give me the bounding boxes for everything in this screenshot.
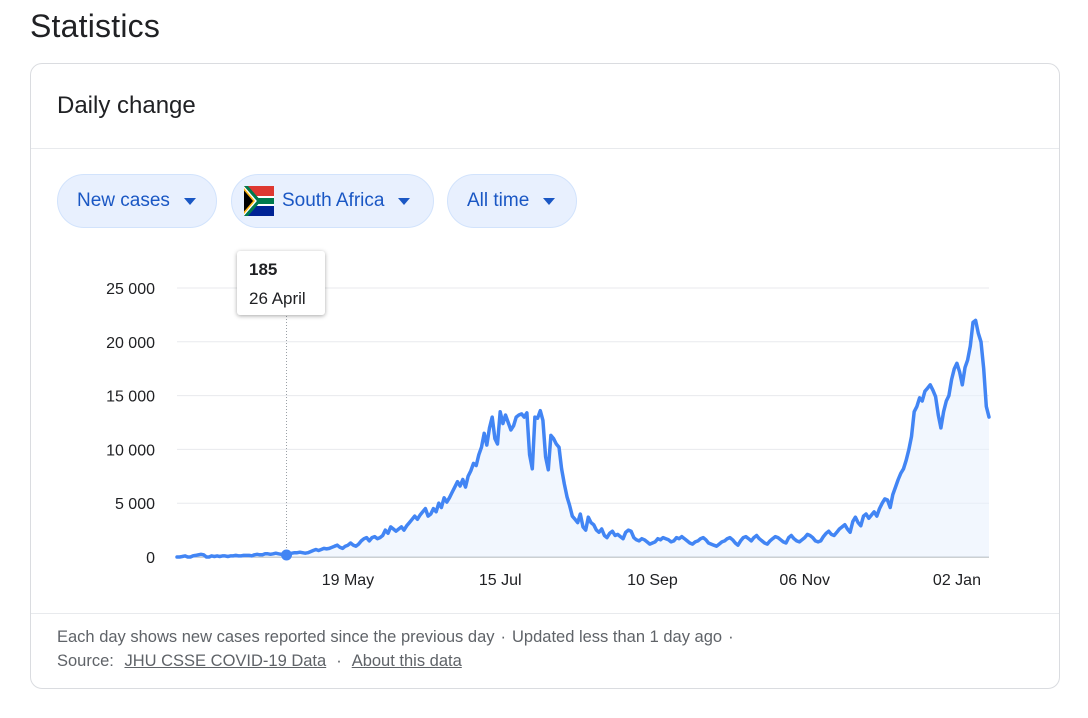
time-range-dropdown-label: All time: [467, 190, 530, 211]
caret-down-icon: [183, 197, 196, 205]
daily-change-chart[interactable]: 0 5 000 10 000 15 000 20 000 25 000 19 May 15 J…: [31, 64, 1059, 604]
card-header: Daily change: [31, 64, 1059, 149]
statistics-card: Daily change New cases South Africa All …: [30, 63, 1060, 689]
series-area: [177, 320, 989, 557]
source-link[interactable]: JHU CSSE COVID-19 Data: [124, 652, 327, 670]
y-tick-label: 10 000: [106, 442, 155, 459]
highlight-point: [281, 549, 293, 561]
source-label: Source:: [57, 652, 114, 670]
metric-dropdown[interactable]: New cases: [57, 174, 217, 228]
x-tick-label: 15 Jul: [479, 572, 522, 589]
region-dropdown[interactable]: South Africa: [231, 174, 434, 228]
caret-down-icon: [543, 197, 556, 205]
tooltip-value: 185: [249, 260, 278, 279]
y-tick-label: 15 000: [106, 389, 155, 406]
about-data-link[interactable]: About this data: [351, 652, 462, 670]
x-tick-label: 06 Nov: [779, 572, 830, 589]
separator: ·: [336, 652, 342, 670]
south-africa-flag-icon: [244, 186, 274, 216]
time-range-dropdown[interactable]: All time: [447, 174, 577, 228]
y-tick-label: 5 000: [115, 496, 155, 513]
y-tick-label: 0: [146, 550, 155, 567]
series-line: [175, 318, 991, 559]
card-title: Daily change: [57, 92, 196, 119]
x-tick-label: 02 Jan: [933, 572, 981, 589]
footnote-text: Each day shows new cases reported since …: [57, 628, 495, 646]
footnote: Each day shows new cases reported since …: [57, 628, 740, 647]
region-dropdown-label: South Africa: [282, 190, 385, 211]
separator: ·: [500, 628, 507, 646]
tooltip-date: 26 April: [249, 289, 306, 308]
x-tick-label: 10 Sep: [627, 572, 678, 589]
metric-dropdown-label: New cases: [77, 190, 170, 211]
y-tick-label: 25 000: [106, 281, 155, 298]
chart-tooltip: 185 26 April: [237, 251, 325, 315]
page-title: Statistics: [30, 8, 161, 44]
x-tick-label: 19 May: [322, 572, 374, 589]
caret-down-icon: [398, 197, 411, 205]
separator: ·: [728, 628, 734, 646]
card-footer: Each day shows new cases reported since …: [31, 613, 1059, 688]
source-line: Source: JHU CSSE COVID-19 Data · About thi…: [57, 652, 462, 671]
updated-text: Updated less than 1 day ago: [512, 628, 723, 646]
y-tick-label: 20 000: [106, 335, 155, 352]
